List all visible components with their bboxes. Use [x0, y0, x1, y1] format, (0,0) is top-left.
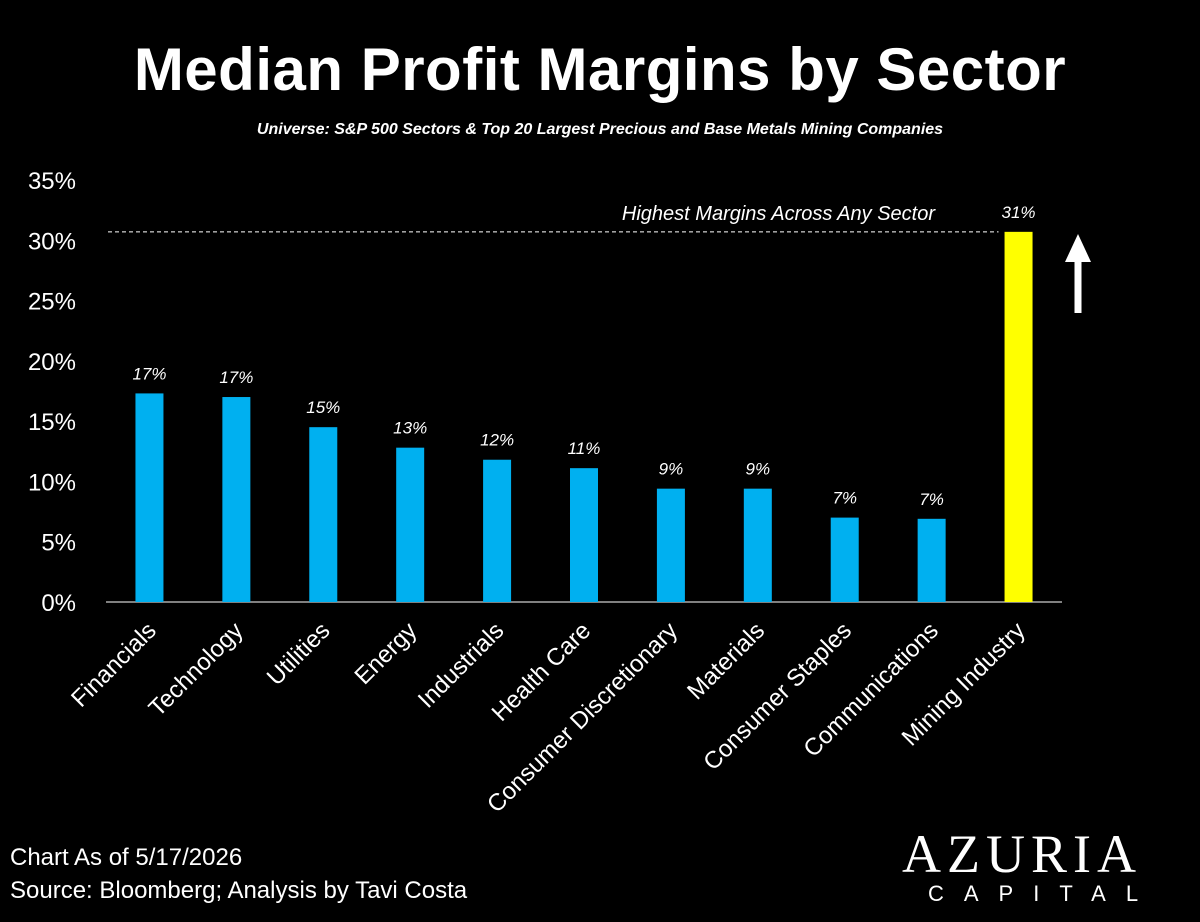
bar [309, 427, 338, 602]
source-note: Source: Bloomberg; Analysis by Tavi Cost… [10, 877, 468, 904]
bar [396, 447, 425, 602]
chart-date-note: Chart As of 5/17/2026 [10, 844, 243, 871]
bar [1004, 231, 1033, 603]
chart-title: Median Profit Margins by Sector [133, 36, 1067, 103]
bar [917, 518, 946, 602]
logo-subtext: CAPITAL [928, 881, 1159, 906]
data-label: 17% [132, 364, 166, 383]
bar [222, 397, 251, 602]
bar [830, 517, 859, 602]
logo-mark-icon [822, 818, 888, 914]
x-tick-label: Consumer Staples [698, 617, 857, 776]
y-tick-label: 15% [28, 409, 76, 436]
data-label: 17% [219, 368, 253, 387]
y-tick-label: 0% [41, 590, 76, 617]
y-tick-label: 35% [28, 168, 76, 195]
y-tick-label: 20% [28, 349, 76, 376]
data-label: 11% [568, 439, 601, 458]
data-label: 9% [659, 460, 684, 479]
azuria-capital-logo: AZURIA CAPITAL [810, 810, 1180, 920]
y-tick-label: 25% [28, 289, 76, 316]
data-label: 12% [480, 431, 514, 450]
reference-line-label: Highest Margins Across Any Sector [622, 203, 936, 225]
x-tick-label: Energy [350, 617, 423, 690]
up-arrow-icon [1065, 234, 1091, 262]
y-tick-label: 10% [28, 469, 76, 496]
bar [570, 468, 598, 602]
y-tick-label: 30% [28, 228, 76, 255]
y-tick-label: 5% [41, 530, 76, 557]
data-label: 13% [393, 419, 427, 438]
bar [483, 459, 512, 602]
data-label: 7% [919, 490, 944, 509]
bar [656, 488, 685, 602]
bar [743, 488, 772, 602]
data-label: 9% [746, 460, 771, 479]
data-label: 31% [1002, 203, 1036, 222]
x-tick-label: Materials [682, 617, 770, 705]
x-tick-label: Technology [144, 617, 249, 722]
logo-wordmark: AZURIA [902, 824, 1142, 884]
chart-subtitle: Universe: S&P 500 Sectors & Top 20 Large… [256, 121, 944, 138]
data-label: 15% [306, 398, 340, 417]
data-label: 7% [832, 489, 857, 508]
x-tick-label: Utilities [262, 617, 336, 691]
bar [135, 393, 164, 602]
